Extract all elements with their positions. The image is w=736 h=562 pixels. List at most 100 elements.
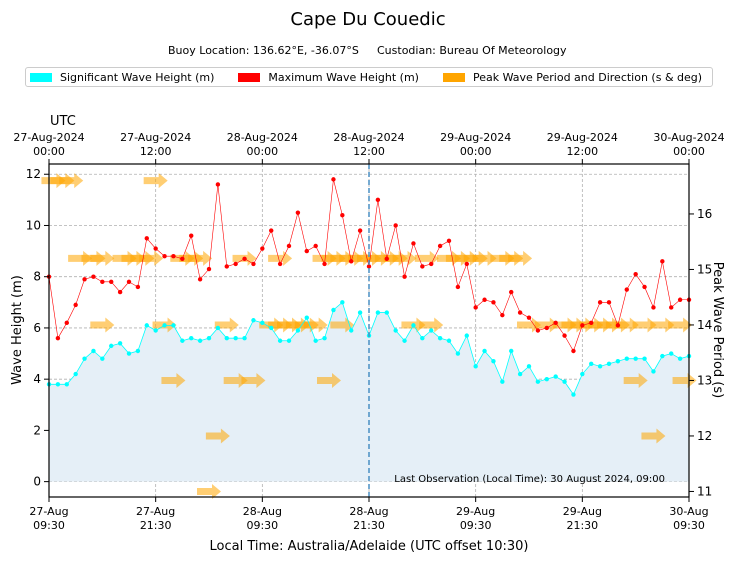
significant-point <box>624 356 629 361</box>
peak-arrow-shape <box>241 372 266 388</box>
significant-point <box>144 323 149 328</box>
significant-point <box>197 338 203 343</box>
utc-tick-label-date: 28-Aug-2024 <box>227 131 298 144</box>
peak-arrow-shape <box>414 250 439 266</box>
peak-period-arrow <box>317 372 341 388</box>
maximum-point <box>660 259 665 264</box>
maximum-point <box>242 256 247 261</box>
peak-arrow-shape <box>668 317 693 333</box>
x-tick-label-date: 28-Aug <box>243 505 282 518</box>
significant-point <box>189 335 194 341</box>
chart-subtitle-location: Buoy Location: 136.62°E, -36.07°S <box>168 44 359 57</box>
peak-arrow-shape <box>641 428 666 444</box>
maximum-point <box>215 182 221 187</box>
chart-subtitle-custodian: Custodian: Bureau Of Meteorology <box>377 44 567 57</box>
peak-arrow-shape <box>623 372 648 388</box>
peak-period-arrow <box>90 250 115 266</box>
peak-period-arrow <box>641 428 666 444</box>
significant-point <box>242 335 247 341</box>
significant-point <box>411 323 416 328</box>
significant-point <box>171 323 176 328</box>
plot-area: 02468101211121314151627-Aug09:3027-Aug-2… <box>13 131 724 532</box>
y-tick-label: 8 <box>33 270 41 284</box>
peak-period-arrow <box>241 372 266 388</box>
significant-point <box>162 323 167 328</box>
maximum-point <box>553 320 558 326</box>
peak-arrow-shape <box>650 317 675 333</box>
peak-period-arrow <box>143 173 168 189</box>
significant-point <box>669 351 674 356</box>
significant-point <box>633 356 638 361</box>
maximum-point <box>375 197 381 203</box>
maximum-point <box>366 264 372 269</box>
maximum-point <box>233 261 238 267</box>
maximum-point <box>562 333 567 338</box>
significant-point <box>491 359 496 364</box>
significant-point <box>437 335 443 341</box>
maximum-point <box>526 315 532 320</box>
maximum-point <box>500 312 505 318</box>
peak-arrow-shape <box>632 317 657 333</box>
significant-point <box>331 307 336 313</box>
maximum-point <box>384 256 389 261</box>
utc-axis-label: UTC <box>50 114 76 129</box>
significant-point <box>73 371 78 377</box>
maximum-point <box>651 305 656 310</box>
legend-label-significant: Significant Wave Height (m) <box>60 70 215 84</box>
maximum-point <box>224 264 229 269</box>
maximum-point <box>446 238 452 244</box>
significant-point <box>55 382 61 387</box>
utc-tick-label-time: 12:00 <box>140 145 172 158</box>
peak-arrow-shape <box>508 250 533 266</box>
x-tick-label-date: 29-Aug <box>563 505 602 518</box>
x-tick-label-date: 30-Aug <box>669 505 708 518</box>
peak-period-arrow <box>632 317 657 333</box>
maximum-point <box>197 277 203 282</box>
utc-tick-label-date: 29-Aug-2024 <box>440 131 511 144</box>
maximum-point <box>322 261 327 267</box>
significant-point <box>126 351 132 356</box>
significant-point <box>269 325 274 331</box>
x-tick-label-time: 09:30 <box>460 519 492 532</box>
peak-period-arrow <box>68 250 93 266</box>
significant-point <box>384 310 389 315</box>
maximum-point <box>55 335 61 341</box>
significant-point <box>606 361 612 366</box>
utc-tick-label-date: 27-Aug-2024 <box>13 131 84 144</box>
significant-point <box>597 364 603 369</box>
maximum-point <box>295 210 301 215</box>
maximum-point <box>509 289 514 295</box>
significant-point <box>589 361 594 366</box>
peak-arrow-shape <box>317 372 341 388</box>
utc-tick-label-time: 00:00 <box>460 145 492 158</box>
x-tick-label-date: 28-Aug <box>349 505 388 518</box>
significant-point <box>562 379 567 384</box>
peak-arrow-shape <box>672 372 697 388</box>
maximum-point <box>571 348 576 354</box>
significant-point <box>100 356 105 361</box>
maximum-point <box>189 233 194 238</box>
maximum-point <box>73 302 78 308</box>
y2-tick-label: 11 <box>697 484 712 498</box>
utc-tick-label-time: 00:00 <box>33 145 65 158</box>
peak-arrow-shape <box>90 317 115 333</box>
y2-tick-label: 16 <box>697 207 712 221</box>
significant-point <box>455 351 461 356</box>
maximum-point <box>437 243 443 249</box>
peak-period-arrow <box>668 317 693 333</box>
legend-label-peak: Peak Wave Period and Direction (s & deg) <box>472 70 703 84</box>
last-observation-annotation: Last Observation (Local Time): 30 August… <box>394 474 665 485</box>
significant-point <box>224 335 229 341</box>
y-axis-label: Wave Height (m) <box>10 275 25 385</box>
x-tick-label-date: 27-Aug <box>136 505 175 518</box>
x-tick-label-time: 09:30 <box>33 519 65 532</box>
y-tick-label: 4 <box>33 372 41 386</box>
significant-point <box>544 376 549 382</box>
significant-point <box>571 392 576 397</box>
significant-point <box>526 364 532 369</box>
x-tick-label-time: 21:30 <box>140 519 172 532</box>
peak-period-arrow <box>534 317 559 333</box>
maximum-point <box>535 328 541 333</box>
significant-point <box>109 343 114 349</box>
x-tick-label-date: 27-Aug <box>29 505 68 518</box>
